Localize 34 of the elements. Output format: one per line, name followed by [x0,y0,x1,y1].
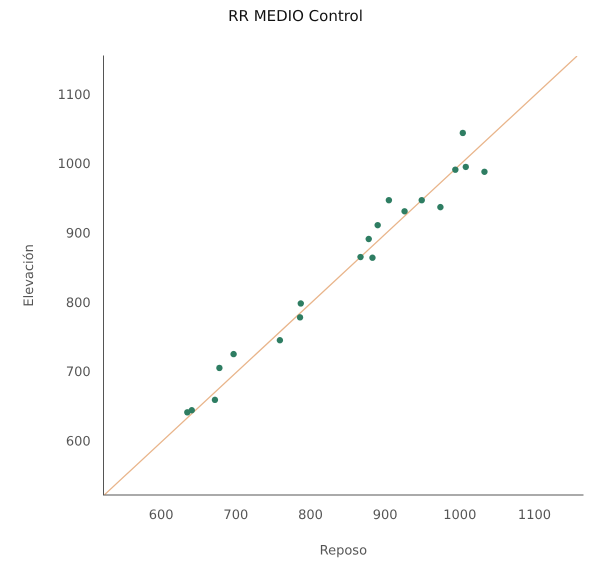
x-axis-title: Reposo [320,544,368,559]
point [452,166,459,173]
point [369,254,376,261]
point [437,204,444,210]
y-tick-label: 700 [66,365,91,380]
point [386,196,392,204]
point [357,254,364,260]
point [212,396,218,404]
point [230,350,237,358]
point [374,222,381,228]
point [418,196,425,204]
y-axis-title: Elevación [22,244,38,307]
x-tick-label: 700 [223,508,248,523]
y-tick-label: 1100 [58,88,91,103]
point [276,337,284,344]
point [481,168,488,175]
y-tick-label: 800 [66,296,91,311]
y-tick-label: 1000 [58,157,91,172]
x-tick-label: 1000 [443,508,476,523]
point [188,407,195,414]
x-tick-label: 1100 [518,508,552,523]
point [298,300,304,307]
x-tick-label: 600 [148,508,174,523]
y-tick-label: 600 [66,434,91,450]
point [462,164,469,170]
point [216,364,223,372]
x-tick-label: 800 [298,508,323,523]
point [460,130,466,136]
chart-title: RR MEDIO Control [228,6,363,25]
point [401,208,408,214]
point [366,236,372,242]
y-tick-label: 900 [66,226,91,242]
x-tick-label: 900 [372,508,398,523]
point [296,314,304,321]
